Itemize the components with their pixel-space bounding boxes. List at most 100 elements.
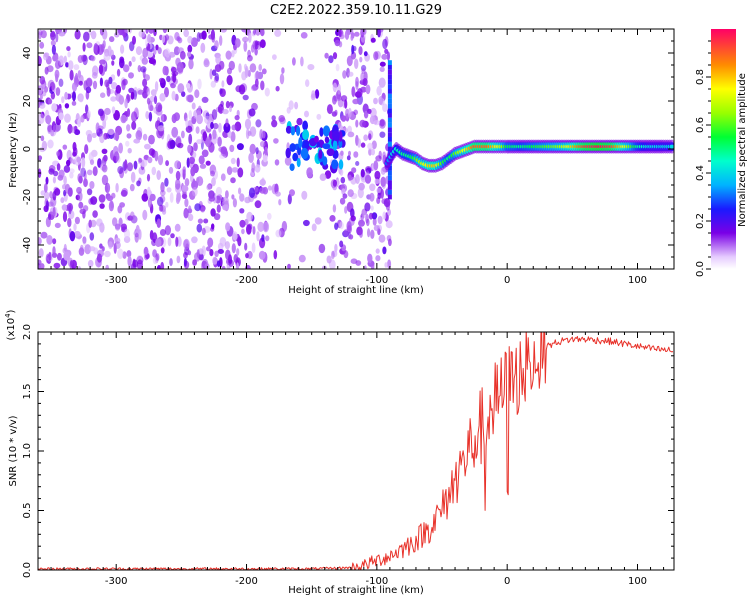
- heatmap-cell: [198, 155, 205, 165]
- heatmap-cell: [306, 167, 313, 178]
- heatmap-cell: [82, 42, 86, 52]
- heatmap-cell: [387, 194, 392, 200]
- heatmap-cell: [131, 56, 136, 63]
- heatmap-cell: [379, 131, 386, 138]
- heatmap-cell: [279, 73, 285, 85]
- heatmap-cell: [54, 222, 61, 229]
- heatmap-cell: [287, 263, 291, 269]
- heatmap-cell: [228, 60, 235, 71]
- heatmap-cell: [369, 183, 376, 192]
- heatmap-cell: [298, 137, 303, 149]
- heatmap-cell: [255, 119, 262, 128]
- heatmap-cell: [215, 55, 222, 65]
- heatmap-cell: [153, 95, 158, 105]
- heatmap-cell: [84, 144, 89, 155]
- heatmap-cell: [215, 186, 222, 196]
- heatmap-cell: [319, 127, 324, 137]
- heatmap-cell: [70, 156, 74, 165]
- heatmap-cell: [76, 186, 82, 194]
- heatmap-cell: [314, 89, 320, 99]
- heatmap-cell: [87, 110, 91, 119]
- heatmap-cell: [47, 139, 54, 149]
- snr-xtick-label: -100: [366, 576, 389, 587]
- heatmap-cell: [359, 229, 363, 238]
- heatmap-cell: [363, 51, 368, 57]
- heatmap-cell: [168, 166, 174, 174]
- snr-exponent-power: 4: [4, 313, 12, 318]
- heatmap-cell: [177, 83, 185, 94]
- heatmap-cell: [343, 250, 349, 259]
- heatmap-cell: [87, 259, 94, 268]
- heatmap-cell: [90, 196, 98, 205]
- heatmap-cell: [38, 262, 41, 269]
- heatmap-cell: [40, 135, 45, 142]
- heatmap-cell: [145, 111, 150, 120]
- heatmap-cell: [166, 75, 171, 83]
- heatmap-cell: [117, 248, 124, 260]
- heatmap-cell: [292, 57, 296, 66]
- heatmap-cell: [167, 237, 172, 247]
- snr-exponent-close: ): [6, 309, 17, 313]
- heatmap-cell: [142, 209, 148, 221]
- heatmap-cell: [99, 222, 105, 233]
- heatmap-cell: [341, 95, 348, 102]
- heatmap-cell: [387, 98, 392, 104]
- heatmap-cell: [387, 69, 392, 75]
- heatmap-cell: [387, 117, 392, 123]
- heatmap-cell: [131, 121, 137, 130]
- heatmap-cell: [231, 124, 237, 131]
- heatmap-cell: [218, 122, 222, 133]
- heatmap-cell: [265, 235, 270, 242]
- heatmap-cell: [278, 199, 282, 206]
- heatmap-cell: [300, 32, 308, 39]
- heatmap-cell: [66, 159, 71, 167]
- heatmap-cell: [338, 29, 342, 37]
- heatmap-cell: [129, 183, 135, 192]
- heatmap-cell: [374, 170, 381, 180]
- heatmap-cell: [234, 115, 240, 121]
- heatmap-cell: [158, 77, 165, 83]
- heatmap-cell: [264, 146, 268, 156]
- heatmap-cell: [174, 160, 181, 170]
- heatmap-cell: [196, 176, 204, 187]
- heatmap-cell: [387, 65, 392, 70]
- heatmap-cell: [78, 175, 83, 184]
- heatmap-cell: [63, 175, 67, 186]
- heatmap-cell: [370, 37, 376, 43]
- heatmap-cell: [214, 250, 219, 257]
- heatmap-cell: [65, 62, 69, 68]
- heatmap-cell: [147, 33, 152, 44]
- heatmap-cell: [210, 121, 214, 130]
- heatmap-cell: [275, 191, 281, 197]
- heatmap-cell: [145, 29, 149, 34]
- heatmap-cell: [160, 113, 165, 123]
- heatmap-cell: [83, 31, 90, 42]
- heatmap-cell: [212, 122, 219, 130]
- heatmap-cell: [153, 49, 157, 55]
- heatmap-cell: [126, 250, 132, 258]
- heatmap-cell: [101, 164, 108, 173]
- heatmap-cell: [99, 203, 105, 209]
- heatmap-cell: [334, 222, 339, 230]
- heatmap-cell: [332, 82, 338, 93]
- heatmap-cell: [171, 126, 179, 138]
- heatmap-cell: [187, 44, 193, 53]
- heatmap-cell: [344, 206, 348, 214]
- heatmap-cell: [223, 122, 231, 133]
- heatmap-cell: [40, 30, 47, 39]
- heatmap-cell: [164, 48, 171, 58]
- heatmap-cell: [73, 230, 81, 237]
- heatmap-cell: [361, 68, 366, 74]
- heatmap-cell: [382, 38, 388, 50]
- heatmap-cell: [110, 96, 117, 102]
- heatmap-cell: [148, 134, 155, 145]
- heatmap-cell: [72, 91, 76, 102]
- heatmap-cell: [96, 253, 103, 263]
- heatmap-cell: [338, 41, 343, 48]
- heatmap-cell: [344, 29, 350, 40]
- heatmap-cell: [46, 235, 53, 245]
- heatmap-cell: [185, 83, 191, 89]
- heatmap-cell: [203, 218, 209, 224]
- heatmap-cell: [341, 115, 347, 122]
- heatmap-cell: [271, 119, 278, 128]
